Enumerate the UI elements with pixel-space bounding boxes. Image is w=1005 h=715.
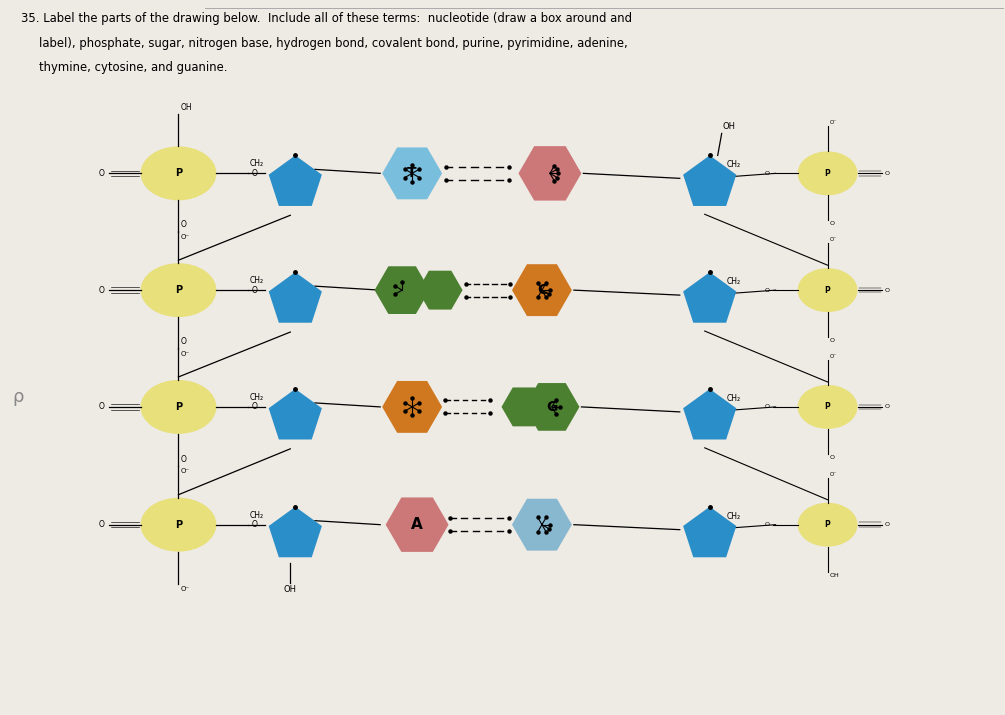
Text: T: T	[407, 167, 417, 180]
Text: CH₂: CH₂	[250, 393, 264, 402]
Polygon shape	[519, 146, 581, 201]
Polygon shape	[268, 155, 322, 206]
Text: O: O	[98, 521, 105, 529]
Polygon shape	[512, 499, 572, 551]
Text: P: P	[175, 168, 182, 178]
Text: CH₂: CH₂	[727, 394, 741, 403]
Text: 35. Label the parts of the drawing below.  Include all of these terms:  nucleoti: 35. Label the parts of the drawing below…	[21, 11, 632, 25]
Polygon shape	[382, 381, 442, 433]
Polygon shape	[683, 389, 737, 440]
Text: P: P	[825, 169, 830, 178]
Text: OH: OH	[829, 573, 839, 578]
Text: O⁻: O⁻	[829, 120, 837, 125]
Polygon shape	[525, 383, 580, 430]
Text: O: O	[181, 337, 186, 346]
Text: O⁻: O⁻	[829, 354, 837, 359]
Text: O: O	[181, 220, 186, 230]
Text: P: P	[825, 521, 830, 529]
Ellipse shape	[141, 263, 216, 317]
Ellipse shape	[798, 385, 857, 429]
Ellipse shape	[798, 152, 857, 195]
Text: CH₂: CH₂	[250, 276, 264, 285]
Text: O⁻: O⁻	[181, 468, 190, 474]
Text: CH₂: CH₂	[727, 160, 741, 169]
Text: P: P	[175, 520, 182, 530]
Text: CH₂: CH₂	[250, 511, 264, 520]
Text: P: P	[175, 285, 182, 295]
Text: O: O	[765, 405, 770, 410]
Text: O⁻: O⁻	[181, 586, 190, 591]
Polygon shape	[268, 389, 322, 440]
Ellipse shape	[141, 147, 216, 200]
Polygon shape	[268, 272, 322, 322]
Text: C: C	[537, 283, 547, 297]
Polygon shape	[683, 507, 737, 557]
Ellipse shape	[141, 498, 216, 551]
Text: CH₂: CH₂	[250, 159, 264, 168]
Polygon shape	[512, 265, 572, 316]
Text: OH: OH	[723, 122, 736, 132]
Text: thymine, cytosine, and guanine.: thymine, cytosine, and guanine.	[38, 61, 227, 74]
Text: O: O	[181, 455, 186, 464]
Text: O: O	[884, 171, 889, 176]
Ellipse shape	[798, 503, 857, 547]
Polygon shape	[501, 388, 547, 426]
Text: O: O	[251, 169, 257, 178]
Polygon shape	[386, 498, 448, 552]
Text: OH: OH	[181, 104, 192, 112]
Text: O: O	[251, 285, 257, 295]
Text: OH: OH	[283, 585, 296, 593]
Text: O: O	[884, 405, 889, 410]
Text: G: G	[547, 400, 558, 414]
Text: O: O	[98, 285, 105, 295]
Text: O: O	[765, 522, 770, 527]
Text: A: A	[411, 517, 423, 532]
Text: O: O	[829, 221, 834, 226]
Text: O: O	[765, 171, 770, 176]
Text: O: O	[884, 287, 889, 292]
Text: O: O	[251, 403, 257, 411]
Text: CH₂: CH₂	[727, 512, 741, 521]
Text: O: O	[765, 287, 770, 292]
Text: O: O	[829, 455, 834, 460]
Polygon shape	[382, 147, 442, 199]
Ellipse shape	[141, 380, 216, 434]
Text: O⁻: O⁻	[829, 237, 837, 242]
Text: O: O	[829, 338, 834, 343]
Polygon shape	[418, 271, 462, 310]
Polygon shape	[683, 272, 737, 322]
Text: P: P	[825, 403, 830, 411]
Text: O: O	[884, 522, 889, 527]
Polygon shape	[268, 507, 322, 557]
Text: label), phosphate, sugar, nitrogen base, hydrogen bond, covalent bond, purine, p: label), phosphate, sugar, nitrogen base,…	[38, 36, 627, 49]
Polygon shape	[683, 155, 737, 206]
Text: O⁻: O⁻	[181, 235, 190, 240]
Text: P: P	[825, 285, 830, 295]
Text: P: P	[175, 402, 182, 412]
Text: O: O	[98, 169, 105, 178]
Text: O: O	[98, 403, 105, 411]
Polygon shape	[375, 266, 430, 314]
Text: O: O	[251, 521, 257, 529]
Text: O⁻: O⁻	[829, 472, 837, 477]
Text: ρ: ρ	[13, 388, 24, 406]
Text: O⁻: O⁻	[181, 351, 190, 357]
Text: CH₂: CH₂	[727, 277, 741, 286]
Ellipse shape	[798, 268, 857, 312]
